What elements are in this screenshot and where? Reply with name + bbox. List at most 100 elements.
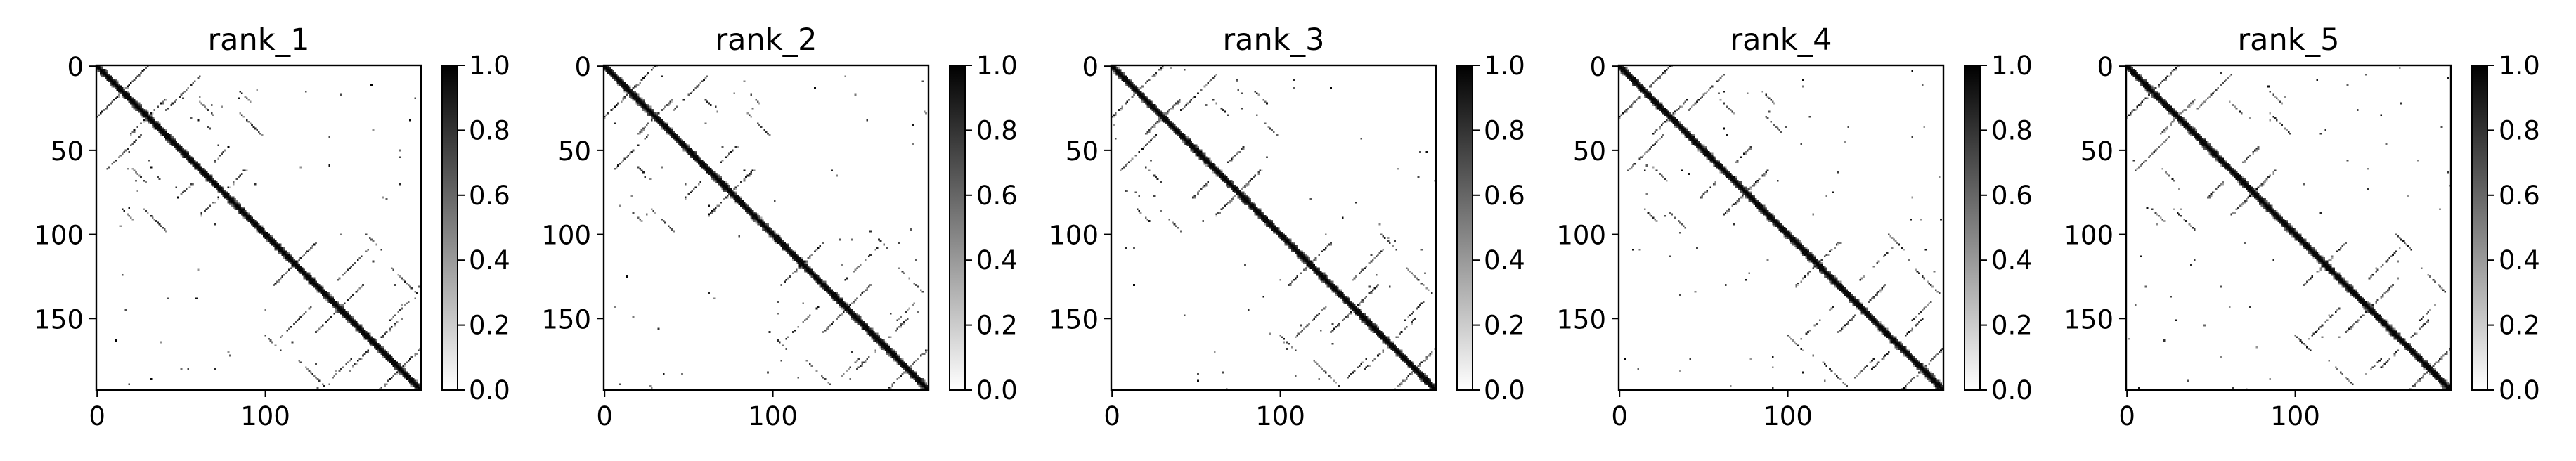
heatmap-cell (713, 176, 716, 178)
heatmap-cell (1131, 82, 1134, 84)
heatmap-cell (1340, 290, 1342, 293)
heatmap-cell (183, 90, 186, 93)
heatmap-cell (1118, 73, 1120, 76)
heatmap-cell (1146, 80, 1148, 83)
heatmap-cell (337, 309, 339, 311)
heatmap-cell (226, 193, 228, 195)
heatmap-cell (1709, 161, 1711, 164)
heatmap-cell (1672, 120, 1675, 123)
heatmap-cell (723, 183, 725, 186)
heatmap-cell (1306, 257, 1309, 259)
heatmap-cell (347, 318, 349, 320)
heatmap-cell (1236, 186, 1238, 189)
heatmap-cell (1220, 208, 1223, 211)
heatmap-cell (850, 351, 853, 353)
heatmap-cell (1729, 176, 1732, 178)
heatmap-cell (165, 98, 167, 101)
heatmap-cell (1301, 257, 1304, 259)
heatmap-cell (1227, 186, 1229, 189)
heatmap-cell (733, 92, 736, 94)
heatmap-cell (349, 314, 351, 316)
heatmap-cell (1241, 148, 1243, 150)
heatmap-cell (817, 282, 820, 285)
heatmap-cell (739, 203, 742, 205)
heatmap-cell (785, 247, 788, 249)
heatmap-cell (1122, 72, 1125, 74)
heatmap-cell (1413, 365, 1416, 367)
heatmap-cell (365, 250, 368, 253)
heatmap-cell (325, 292, 328, 294)
heatmap-cell (1227, 161, 1229, 164)
heatmap-cell (354, 320, 356, 323)
heatmap-cell (914, 371, 917, 374)
heatmap-cell (1180, 136, 1182, 138)
heatmap-cell (101, 110, 103, 113)
heatmap-cell (1702, 144, 1705, 147)
heatmap-cell (686, 151, 688, 153)
heatmap-cell (1232, 156, 1235, 158)
heatmap-cell (713, 173, 716, 175)
heatmap-cell (1728, 178, 1730, 181)
heatmap-cell (1113, 114, 1115, 117)
heatmap-cell (351, 365, 354, 367)
heatmap-cell (1222, 179, 1224, 182)
heatmap-cell (1197, 191, 1199, 194)
heatmap-cell (1358, 311, 1361, 313)
heatmap-cell (1183, 105, 1186, 108)
heatmap-cell (615, 73, 618, 76)
heatmap-cell (708, 204, 711, 207)
heatmap-cell (153, 218, 156, 221)
heatmap-cell (917, 383, 919, 386)
heatmap-cell (360, 332, 363, 335)
heatmap-cell (418, 349, 420, 352)
heatmap-cell (782, 245, 784, 247)
heatmap-cell (1301, 250, 1304, 253)
heatmap-cell (1203, 160, 1206, 162)
heatmap-cell (415, 292, 418, 294)
heatmap-cell (1272, 131, 1275, 134)
heatmap-cell (318, 285, 321, 288)
heatmap-cell (819, 245, 822, 247)
heatmap-cell (1713, 160, 1715, 162)
heatmap-cell (699, 157, 702, 160)
heatmap-cell (635, 93, 638, 96)
heatmap-cell (1345, 302, 1347, 305)
heatmap-cell (1372, 323, 1374, 325)
heatmap-cell (854, 268, 857, 271)
heatmap-cell (1208, 164, 1211, 167)
heatmap-cell (380, 336, 383, 339)
heatmap-cell (379, 344, 381, 347)
heatmap-cell (227, 198, 230, 200)
heatmap-cell (279, 248, 282, 251)
heatmap-cell (861, 324, 863, 327)
heatmap-cell (615, 79, 618, 81)
heatmap-cell (1326, 277, 1329, 280)
heatmap-cell (382, 196, 384, 199)
heatmap-cell (895, 356, 897, 358)
heatmap-cell (231, 200, 233, 202)
heatmap-cell (375, 243, 378, 246)
heatmap-cell (269, 339, 272, 342)
heatmap-cell (850, 312, 853, 315)
heatmap-cell (1114, 68, 1117, 71)
heatmap-cell (128, 92, 131, 94)
heatmap-cell (1333, 285, 1335, 288)
heatmap-cell (385, 383, 388, 386)
heatmap-cell (1625, 70, 1628, 72)
heatmap-cell (145, 181, 148, 183)
heatmap-cell (737, 196, 739, 199)
heatmap-cell (1372, 359, 1374, 362)
heatmap-cell (662, 126, 665, 128)
heatmap-cell (895, 359, 897, 362)
heatmap-cell (787, 252, 789, 254)
heatmap-cell (360, 327, 363, 330)
heatmap-cell (187, 157, 189, 160)
heatmap-cell (1702, 152, 1705, 155)
heatmap-cell (221, 105, 223, 108)
heatmap-cell (714, 173, 717, 175)
heatmap-cell (349, 370, 351, 372)
heatmap-cell (219, 184, 221, 187)
heatmap-cell (286, 254, 289, 256)
heatmap-cell (115, 97, 117, 100)
heatmap-cell (1269, 225, 1271, 228)
